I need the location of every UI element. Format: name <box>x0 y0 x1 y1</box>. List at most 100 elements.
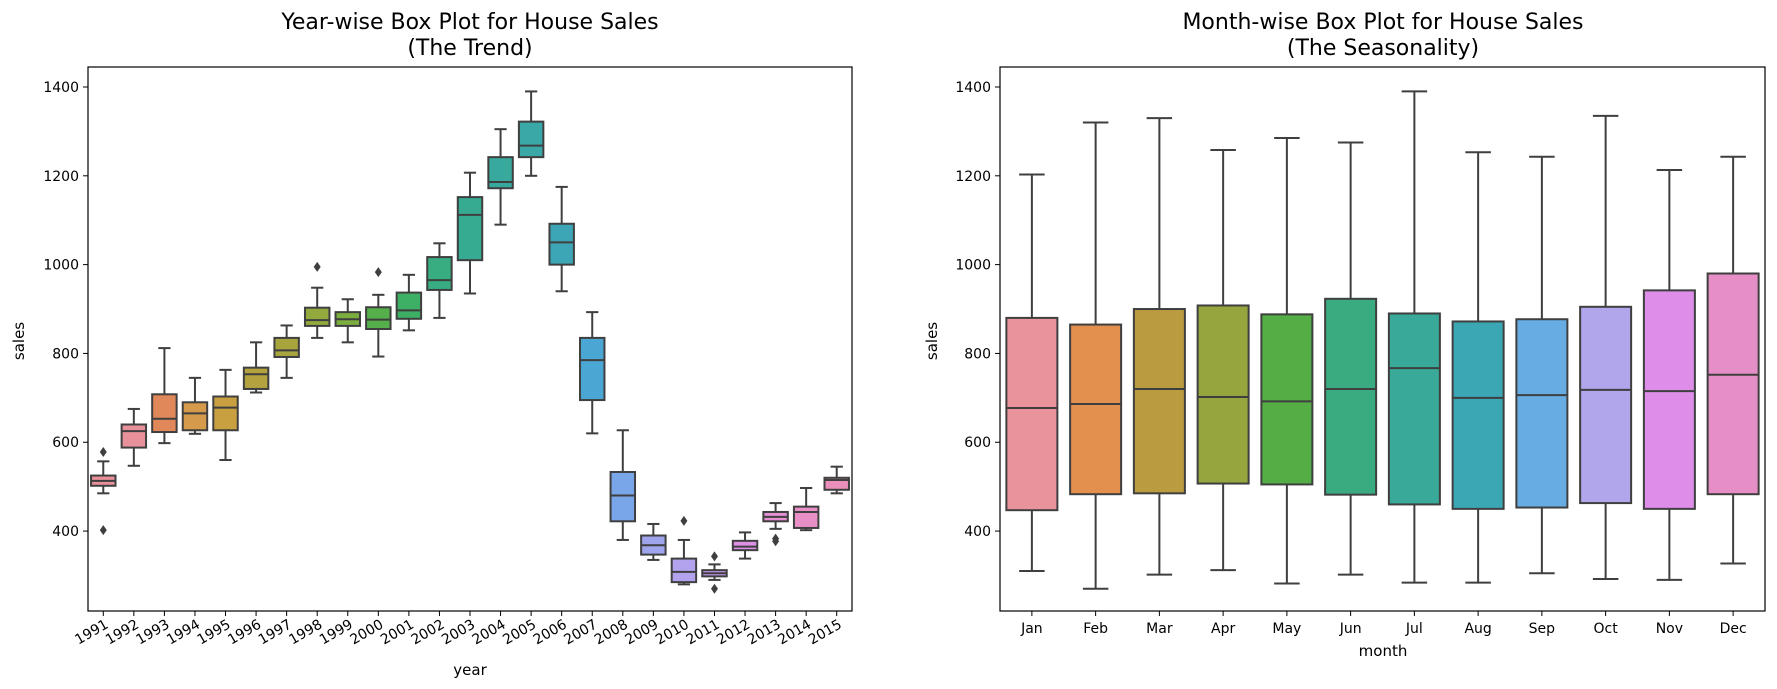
box-rect <box>365 306 392 331</box>
y-tick-label: 1400 <box>43 80 79 96</box>
x-tick-label: Jul <box>1405 621 1423 637</box>
box-rect <box>823 476 850 491</box>
x-tick-label: Aug <box>1464 621 1491 637</box>
x-axis-label: year <box>453 661 487 679</box>
x-tick-label: Jan <box>1020 621 1043 637</box>
y-tick-label: 400 <box>964 524 991 540</box>
box-rect <box>579 336 606 402</box>
x-tick-label: Sep <box>1529 621 1556 637</box>
box-rect <box>792 505 820 529</box>
box-Nov <box>1642 169 1696 581</box>
box-rect <box>609 471 637 523</box>
x-axis-label: month <box>1359 642 1408 660</box>
box-2010 <box>670 515 698 586</box>
plot-frame <box>999 66 1766 612</box>
box-1993 <box>151 347 178 445</box>
outlier-point <box>710 551 718 562</box>
box-rect <box>1260 313 1314 486</box>
box-rect <box>242 366 270 390</box>
x-tick-label: Nov <box>1656 621 1683 637</box>
box-rect <box>303 306 331 327</box>
box-rect <box>456 196 484 262</box>
box-rect <box>1642 289 1696 510</box>
box-2001 <box>395 273 423 332</box>
box-2008 <box>609 429 637 541</box>
y-tick-label: 800 <box>52 346 79 362</box>
x-tick-label: 2015 <box>806 617 845 649</box>
outlier-point <box>710 583 718 594</box>
box-2003 <box>456 171 484 295</box>
x-tick-label: Mar <box>1146 621 1173 637</box>
box-2013 <box>762 502 789 547</box>
box-2000 <box>365 267 392 358</box>
x-tick-label: May <box>1272 621 1301 637</box>
box-Jan <box>1005 173 1059 573</box>
box-rect <box>1515 318 1569 509</box>
box-rect <box>517 120 545 159</box>
box-rect <box>151 393 178 434</box>
box-2009 <box>640 522 667 561</box>
box-rect <box>1387 312 1441 506</box>
month-wise-boxplot-panel: Month-wise Box Plot for House Sales (The… <box>923 10 1766 660</box>
box-2014 <box>792 486 820 532</box>
outlier-point <box>99 525 107 536</box>
box-Sep <box>1515 155 1569 575</box>
chart-title: Year-wise Box Plot for House Sales <box>280 10 658 35</box>
box-rect <box>1196 304 1250 485</box>
box-2002 <box>426 242 453 319</box>
box-rect <box>212 395 239 432</box>
box-1997 <box>273 324 300 379</box>
box-rect <box>487 156 514 190</box>
box-Dec <box>1706 155 1760 565</box>
box-1999 <box>334 298 361 344</box>
y-tick-label: 1000 <box>955 258 991 274</box>
chart-subtitle: (The Seasonality) <box>1287 36 1479 61</box>
box-rect <box>731 539 759 552</box>
box-rect <box>1132 308 1186 495</box>
box-2007 <box>579 311 606 435</box>
y-axis-label: sales <box>10 322 28 360</box>
box-May <box>1260 137 1314 585</box>
box-Mar <box>1132 117 1186 576</box>
y-tick-label: 1400 <box>955 80 991 96</box>
y-tick-label: 1200 <box>955 169 991 185</box>
box-rect <box>273 336 300 358</box>
box-1998 <box>303 261 331 339</box>
y-tick-label: 1000 <box>43 258 79 274</box>
box-2015 <box>823 465 850 495</box>
box-1991 <box>90 447 117 536</box>
box-rect <box>548 222 575 266</box>
y-axis-label: sales <box>923 322 941 360</box>
outlier-point <box>374 267 382 278</box>
box-2006 <box>548 185 575 293</box>
y-tick-label: 400 <box>52 524 79 540</box>
y-tick-label: 600 <box>52 435 79 451</box>
x-tick-label: Feb <box>1083 621 1108 637</box>
box-rect <box>181 401 209 432</box>
plot-frame <box>87 66 853 612</box>
box-1992 <box>120 407 148 467</box>
outlier-point <box>680 515 688 526</box>
box-rect <box>426 256 453 291</box>
chart-subtitle: (The Trend) <box>407 36 532 61</box>
box-2012 <box>731 531 759 560</box>
box-rect <box>1579 305 1633 505</box>
box-rect <box>1005 316 1059 512</box>
box-rect <box>1451 320 1505 510</box>
box-rect <box>1324 297 1378 496</box>
box-1994 <box>181 376 209 435</box>
outlier-point <box>99 447 107 458</box>
box-Jun <box>1324 141 1378 576</box>
box-rect <box>120 423 148 449</box>
y-tick-label: 800 <box>964 346 991 362</box>
outlier-point <box>313 261 321 272</box>
box-Feb <box>1069 121 1123 590</box>
box-1995 <box>212 368 239 462</box>
box-rect <box>670 557 698 584</box>
box-Aug <box>1451 151 1505 584</box>
box-2005 <box>517 90 545 177</box>
year-wise-boxplot-panel: Year-wise Box Plot for House Sales (The … <box>10 10 853 679</box>
x-tick-label: Oct <box>1594 621 1619 637</box>
outlier-point <box>772 536 780 547</box>
x-tick-label: Jun <box>1339 621 1362 637</box>
